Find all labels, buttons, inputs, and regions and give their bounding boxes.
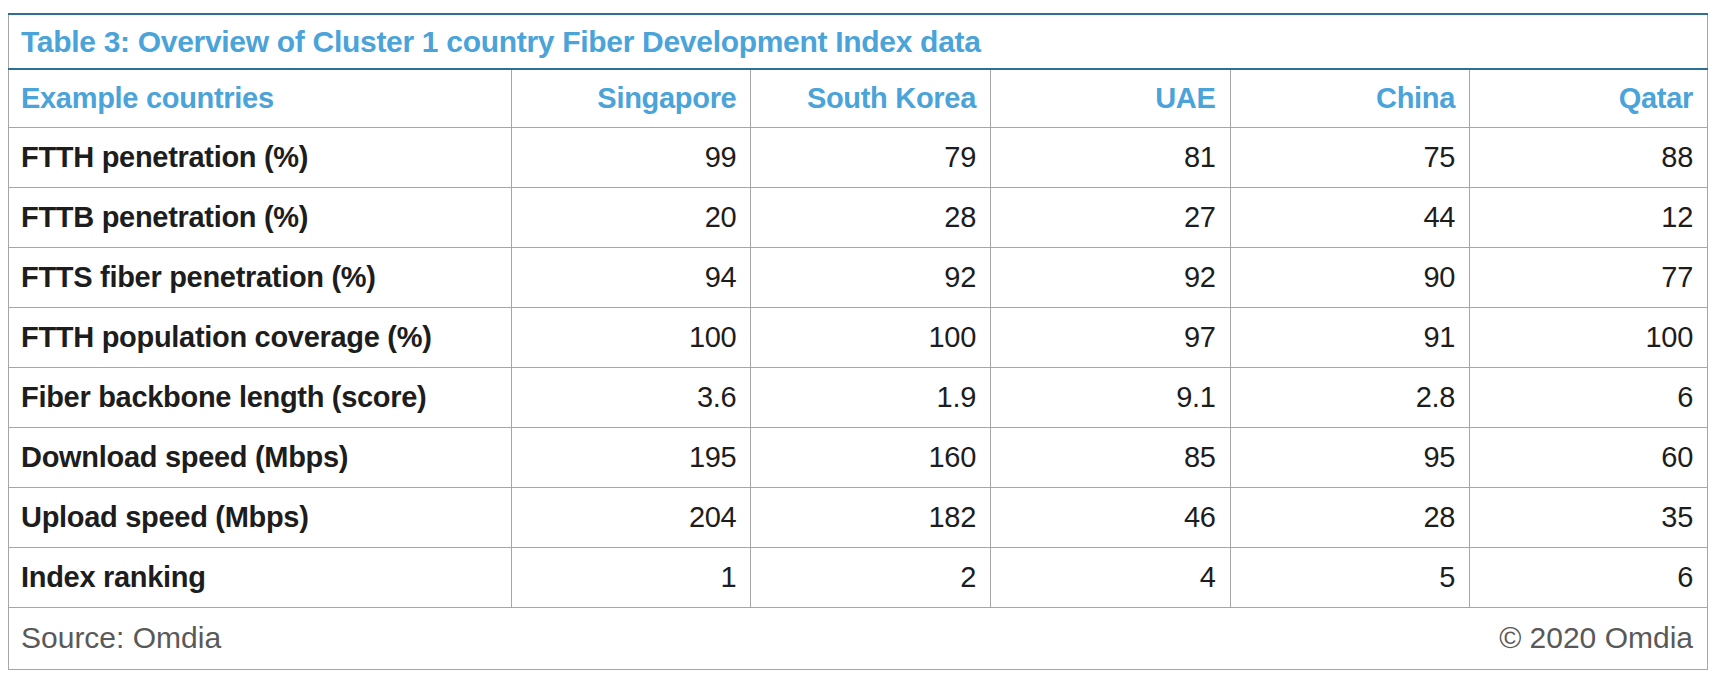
value-cell: 46 [991,487,1231,547]
column-header-country: UAE [991,69,1231,127]
value-cell: 90 [1230,247,1470,307]
row-label: FTTB penetration (%) [9,187,512,247]
row-label: Index ranking [9,547,512,607]
value-cell: 195 [511,427,751,487]
table-row: Download speed (Mbps)195160859560 [9,427,1708,487]
row-label: FTTH penetration (%) [9,127,512,187]
value-cell: 79 [751,127,991,187]
footer-cell: Source: Omdia © 2020 Omdia [9,607,1708,669]
footer-bar: Source: Omdia © 2020 Omdia [9,621,1707,655]
value-cell: 91 [1230,307,1470,367]
column-header-country: Singapore [511,69,751,127]
value-cell: 92 [991,247,1231,307]
value-cell: 20 [511,187,751,247]
value-cell: 92 [751,247,991,307]
value-cell: 44 [1230,187,1470,247]
value-cell: 6 [1470,367,1708,427]
value-cell: 95 [1230,427,1470,487]
value-cell: 60 [1470,427,1708,487]
copyright-label: © 2020 Omdia [1499,621,1693,655]
value-cell: 100 [751,307,991,367]
value-cell: 100 [511,307,751,367]
value-cell: 12 [1470,187,1708,247]
value-cell: 85 [991,427,1231,487]
table-row: Index ranking12456 [9,547,1708,607]
value-cell: 75 [1230,127,1470,187]
value-cell: 77 [1470,247,1708,307]
value-cell: 6 [1470,547,1708,607]
value-cell: 97 [991,307,1231,367]
table-row: Upload speed (Mbps)204182462835 [9,487,1708,547]
table-row: Fiber backbone length (score)3.61.99.12.… [9,367,1708,427]
table-row: FTTH penetration (%)9979817588 [9,127,1708,187]
value-cell: 4 [991,547,1231,607]
source-label: Source: Omdia [21,621,221,655]
value-cell: 100 [1470,307,1708,367]
table-body: FTTH penetration (%)9979817588FTTB penet… [9,127,1708,607]
row-label: Download speed (Mbps) [9,427,512,487]
value-cell: 2 [751,547,991,607]
value-cell: 1.9 [751,367,991,427]
title-row: Table 3: Overview of Cluster 1 country F… [9,14,1708,69]
value-cell: 9.1 [991,367,1231,427]
row-label: Upload speed (Mbps) [9,487,512,547]
header-row: Example countriesSingaporeSouth KoreaUAE… [9,69,1708,127]
value-cell: 27 [991,187,1231,247]
value-cell: 182 [751,487,991,547]
footer-row: Source: Omdia © 2020 Omdia [9,607,1708,669]
row-label: FTTH population coverage (%) [9,307,512,367]
table-row: FTTH population coverage (%)100100979110… [9,307,1708,367]
column-header-country: South Korea [751,69,991,127]
value-cell: 35 [1470,487,1708,547]
figure-frame: Table 3: Overview of Cluster 1 country F… [8,13,1708,670]
value-cell: 28 [1230,487,1470,547]
value-cell: 88 [1470,127,1708,187]
fiber-development-index-table: Table 3: Overview of Cluster 1 country F… [8,13,1708,670]
value-cell: 81 [991,127,1231,187]
value-cell: 1 [511,547,751,607]
table-title: Table 3: Overview of Cluster 1 country F… [9,14,1708,69]
value-cell: 3.6 [511,367,751,427]
column-header-label: Example countries [9,69,512,127]
value-cell: 99 [511,127,751,187]
value-cell: 204 [511,487,751,547]
value-cell: 94 [511,247,751,307]
value-cell: 160 [751,427,991,487]
column-header-country: Qatar [1470,69,1708,127]
row-label: FTTS fiber penetration (%) [9,247,512,307]
value-cell: 2.8 [1230,367,1470,427]
table-row: FTTS fiber penetration (%)9492929077 [9,247,1708,307]
value-cell: 28 [751,187,991,247]
column-header-country: China [1230,69,1470,127]
table-row: FTTB penetration (%)2028274412 [9,187,1708,247]
value-cell: 5 [1230,547,1470,607]
row-label: Fiber backbone length (score) [9,367,512,427]
